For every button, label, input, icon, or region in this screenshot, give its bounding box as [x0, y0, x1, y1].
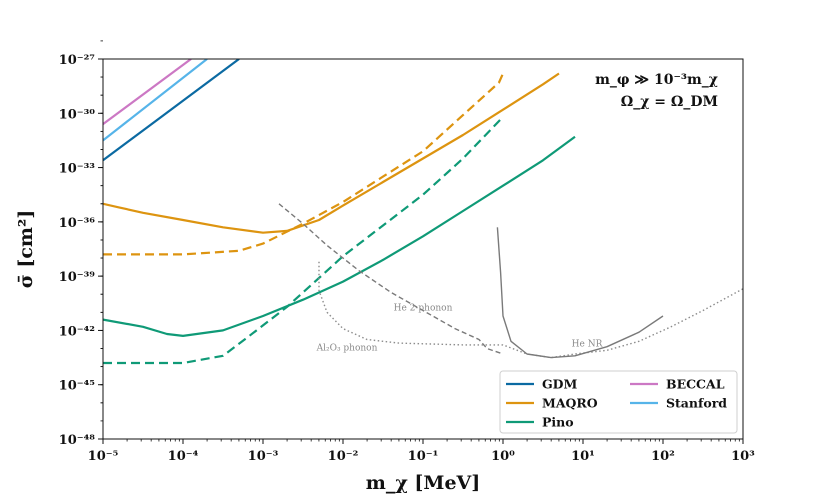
x-tick-label: 10⁻³: [248, 449, 279, 464]
curve-labels: He 2-phonon Al₂O₃ phonon He NR: [316, 304, 603, 354]
series-pino: [103, 135, 576, 337]
curve-label-he-nr: He NR: [572, 340, 603, 350]
y-tick-label: 10⁻⁴⁸: [59, 433, 96, 448]
curve-label-he-2-phonon: He 2-phonon: [394, 304, 453, 314]
y-tick-label: 10⁻³⁹: [59, 270, 96, 285]
x-tick-label: 10³: [731, 449, 755, 464]
legend-label-stanford: Stanford: [666, 396, 727, 411]
x-tick-label: 10⁻²: [328, 449, 359, 464]
x-tick-label: 10⁻⁴: [168, 449, 199, 464]
x-tick-label: 10¹: [571, 449, 595, 464]
y-axis-label: σ̄ [cm²]: [15, 210, 37, 289]
x-axis-label: m_χ [MeV]: [366, 472, 481, 494]
y-tick-label: 10⁻³⁰: [59, 107, 96, 122]
series-he-2-phonon: [278, 203, 504, 355]
x-tick-label: 10⁻¹: [408, 449, 439, 464]
y-tick-label: 10⁻²⁷: [59, 53, 96, 68]
y-tick-label: 10⁻⁴⁵: [59, 379, 96, 394]
series-maqro-dashed: [103, 73, 505, 256]
x-tick-label: 10⁰: [491, 449, 515, 464]
y-tick-label: 10⁻⁴²: [59, 324, 95, 339]
series-beccal: [103, 59, 192, 125]
curve-label-al-o-phonon: Al₂O₃ phonon: [316, 343, 378, 353]
y-tick-label: 10⁻³³: [59, 162, 96, 177]
y-tick-label: 10⁻³⁶: [59, 216, 96, 231]
legend: GDM BECCAL MAQRO Stanford Pino: [499, 370, 738, 434]
series-he-nr: [496, 227, 664, 359]
y-axis-ticks: 10⁻⁴⁸ 10⁻⁴⁵ 10⁻⁴² 10⁻³⁹ 10⁻³⁶ 10⁻³³ 10⁻³⁰ 10⁻²⁷: [59, 40, 103, 448]
legend-label-gdm: GDM: [542, 377, 578, 392]
x-tick-label: 10⁻⁵: [88, 449, 119, 464]
legend-box: [499, 370, 738, 434]
x-tick-label: 10²: [651, 449, 675, 464]
legend-label-beccal: BECCAL: [666, 377, 725, 392]
annotation-relic-abundance: Ω_χ = Ω_DM: [621, 94, 718, 110]
curves-layer: [103, 59, 743, 365]
legend-label-maqro: MAQRO: [542, 396, 598, 411]
series-maqro: [103, 72, 560, 234]
series-gdm: [103, 59, 240, 162]
legend-label-pino: Pino: [542, 415, 574, 430]
series-stanford: [103, 59, 208, 142]
x-axis-ticks: 10⁻⁵ 10⁻⁴ 10⁻³ 10⁻² 10⁻¹ 10⁰ 10¹ 10² 10³: [88, 439, 755, 464]
legend-entries: GDM BECCAL MAQRO Stanford Pino: [506, 377, 727, 430]
annotation-mass-condition: m_φ ≫ 10⁻³m_χ: [595, 72, 718, 88]
